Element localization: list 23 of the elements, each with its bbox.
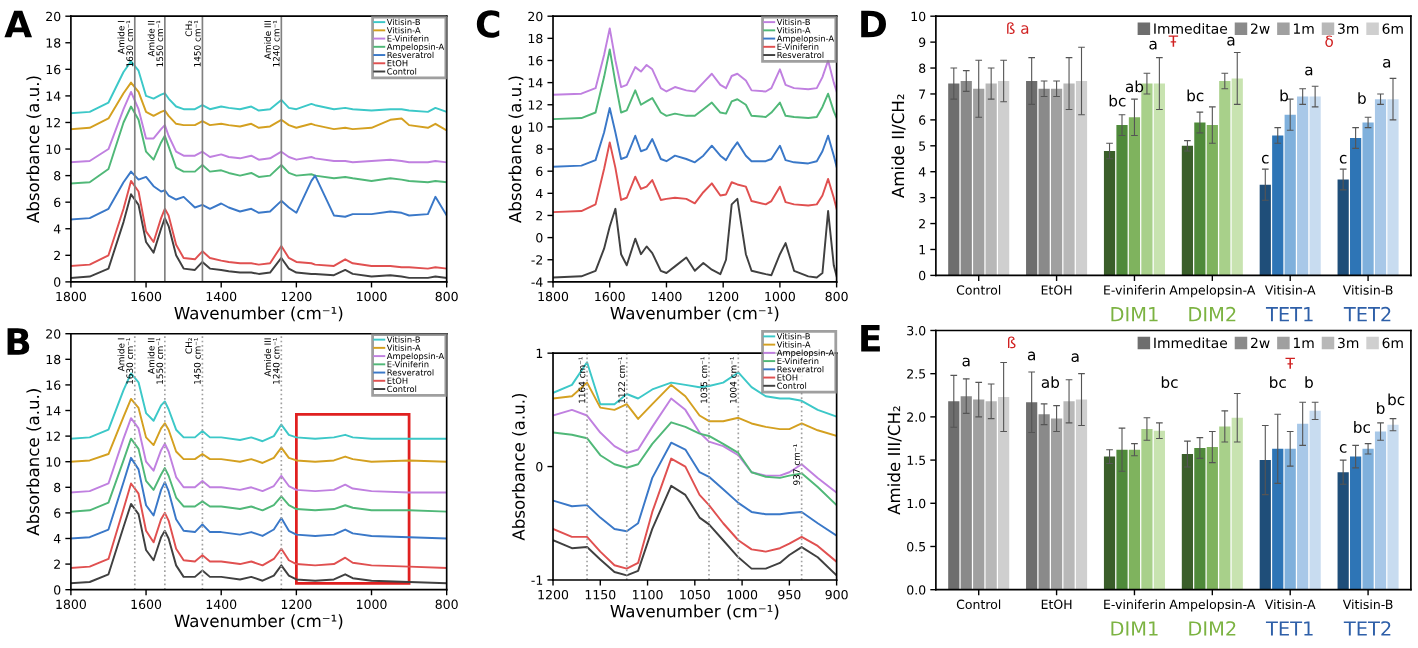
text: DIM2	[1189, 621, 1236, 636]
text: DIM2	[1189, 306, 1236, 322]
chart-title: E	[861, 325, 880, 352]
text: TET2	[1343, 621, 1391, 636]
x-axis-title: Wavenumber (cm⁻¹)	[610, 306, 779, 322]
text: TET1	[1265, 621, 1313, 636]
x-axis-title: Wavenumber (cm⁻¹)	[174, 306, 343, 322]
y-axis-title: Absorbance (a.u.)	[26, 389, 42, 536]
chart-title: A	[4, 10, 33, 38]
text: TET2	[1343, 306, 1391, 322]
x-axis-title: Wavenumber (cm⁻¹)	[174, 614, 343, 630]
y-axis-title: Absorbance (a.u.)	[511, 393, 527, 541]
chart-title: B	[7, 328, 30, 355]
y-axis-title: Amide II/CH₂	[891, 94, 906, 199]
y-axis-title: Absorbance (a.u.)	[508, 76, 524, 223]
x-axis-title: Wavenumber (cm⁻¹)	[610, 604, 779, 620]
chart-title: D	[861, 10, 886, 38]
chart-title: C	[476, 10, 500, 38]
y-axis-title: Absorbance (a.u.)	[26, 76, 42, 223]
text: DIM1	[1111, 307, 1158, 322]
y-axis-title: Amide III/CH₂	[887, 406, 902, 515]
text: DIM1	[1111, 621, 1158, 636]
text: TET1	[1265, 307, 1313, 322]
